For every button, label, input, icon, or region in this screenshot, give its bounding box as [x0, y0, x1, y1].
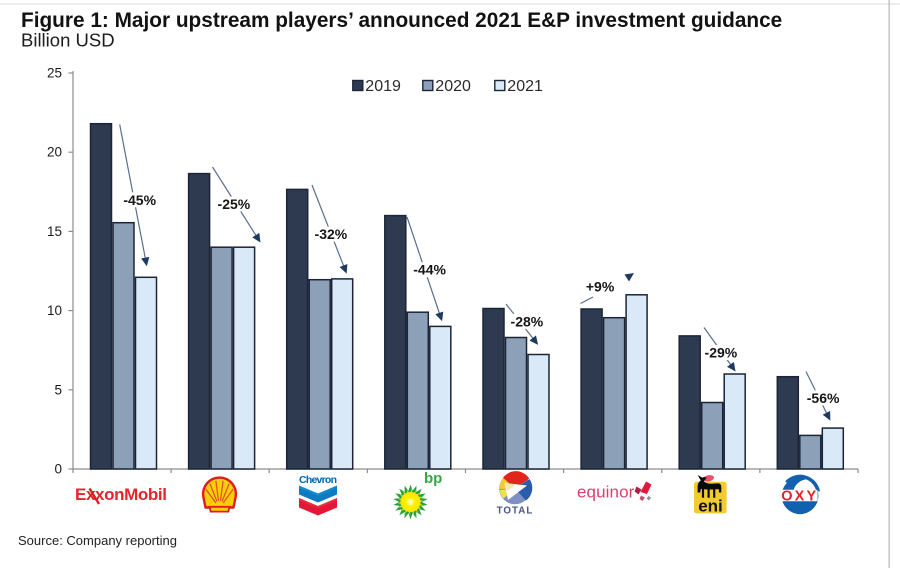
svg-text:5: 5: [54, 382, 62, 397]
svg-text:-32%: -32%: [315, 226, 348, 242]
svg-text:-56%: -56%: [807, 390, 840, 406]
svg-text:-25%: -25%: [218, 196, 251, 212]
svg-text:Chevron: Chevron: [299, 474, 337, 486]
svg-text:Source: Company reporting: Source: Company reporting: [18, 533, 177, 548]
svg-text:20: 20: [47, 145, 62, 160]
svg-text:-29%: -29%: [705, 345, 738, 361]
svg-text:ExxonMobil: ExxonMobil: [75, 485, 167, 504]
svg-text:-28%: -28%: [511, 313, 544, 329]
svg-text:2019: 2019: [365, 78, 401, 95]
svg-text:2021: 2021: [507, 78, 543, 95]
svg-text:equinor: equinor: [577, 483, 635, 502]
svg-text:15: 15: [47, 224, 62, 239]
svg-text:bp: bp: [424, 470, 442, 487]
svg-text:+9%: +9%: [586, 279, 615, 295]
svg-text:-45%: -45%: [123, 192, 156, 208]
svg-text:Figure 1: Major upstream playe: Figure 1: Major upstream players’ announ…: [21, 9, 782, 32]
svg-text:10: 10: [47, 303, 62, 318]
svg-text:0: 0: [54, 462, 62, 477]
svg-text:-44%: -44%: [413, 262, 446, 278]
svg-text:OXY: OXY: [781, 489, 818, 505]
svg-text:25: 25: [47, 66, 62, 81]
svg-text:2020: 2020: [435, 78, 471, 95]
svg-text:eni: eni: [698, 497, 723, 516]
svg-text:Billion USD: Billion USD: [21, 30, 115, 51]
svg-text:TOTAL: TOTAL: [497, 506, 534, 517]
